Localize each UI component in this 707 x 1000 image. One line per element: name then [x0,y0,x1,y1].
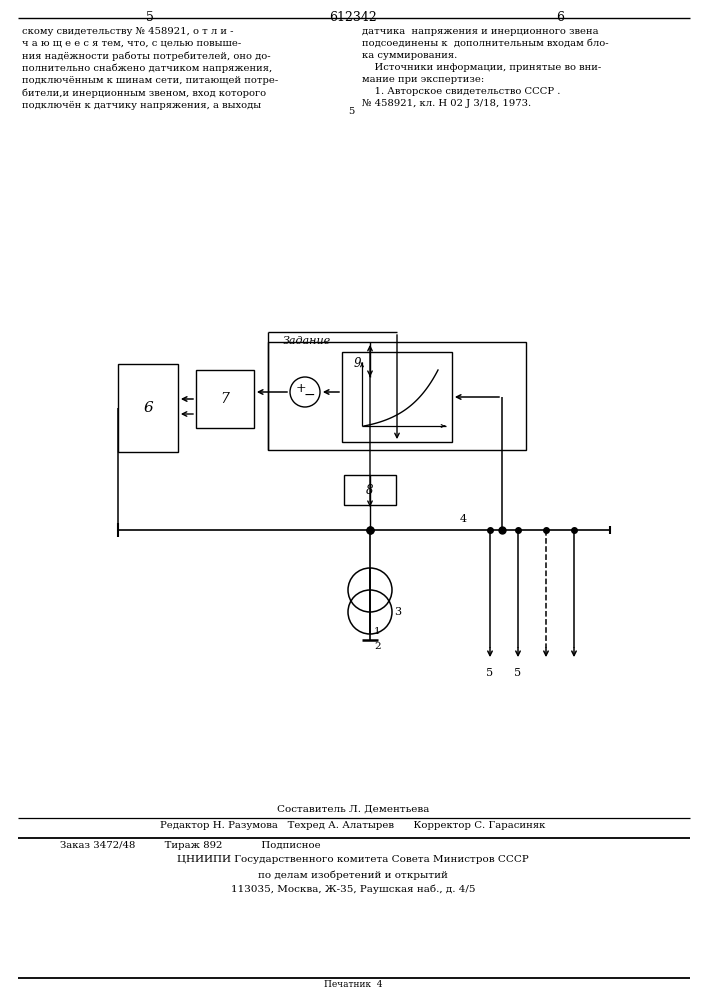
Text: 5: 5 [348,106,354,115]
Bar [118,364,178,452]
Text: 7: 7 [221,392,230,406]
Text: 3: 3 [394,607,401,617]
Bar [268,342,526,450]
Text: 612342: 612342 [329,11,377,24]
Text: Печатник  4: Печатник 4 [324,980,382,989]
Text: по делам изобретений и открытий: по делам изобретений и открытий [258,870,448,880]
Text: −: − [303,388,315,402]
Text: 5: 5 [146,11,154,24]
Text: 4: 4 [460,514,467,524]
Text: 2: 2 [374,642,380,651]
Text: 6: 6 [143,401,153,415]
Text: 5: 5 [486,668,493,678]
Text: ЦНИИПИ Государственного комитета Совета Министров СССР: ЦНИИПИ Государственного комитета Совета … [177,855,529,864]
Text: Заказ 3472/48         Тираж 892            Подписное: Заказ 3472/48 Тираж 892 Подписное [60,841,321,850]
Text: 9: 9 [354,357,361,370]
Text: 5: 5 [515,668,522,678]
Bar [196,370,254,428]
Text: 8: 8 [366,484,374,496]
Text: Задание: Задание [283,336,332,346]
Text: +: + [296,381,306,394]
Text: скому свидетельству № 458921, о т л и -
ч а ю щ е е с я тем, что, с целью повыше: скому свидетельству № 458921, о т л и - … [22,27,279,110]
Text: Редактор Н. Разумова   Техред А. Алатырев      Корректор С. Гарасиняк: Редактор Н. Разумова Техред А. Алатырев … [160,821,546,830]
Bar [344,475,396,505]
Text: Составитель Л. Дементьева: Составитель Л. Дементьева [277,805,429,814]
Text: датчика  напряжения и инерционного звена
подсоединены к  дополнительным входам б: датчика напряжения и инерционного звена … [362,27,609,108]
Text: 1: 1 [374,627,380,636]
Bar [342,352,452,442]
Text: 113035, Москва, Ж-35, Раушская наб., д. 4/5: 113035, Москва, Ж-35, Раушская наб., д. … [230,885,475,894]
Text: 6: 6 [556,11,564,24]
